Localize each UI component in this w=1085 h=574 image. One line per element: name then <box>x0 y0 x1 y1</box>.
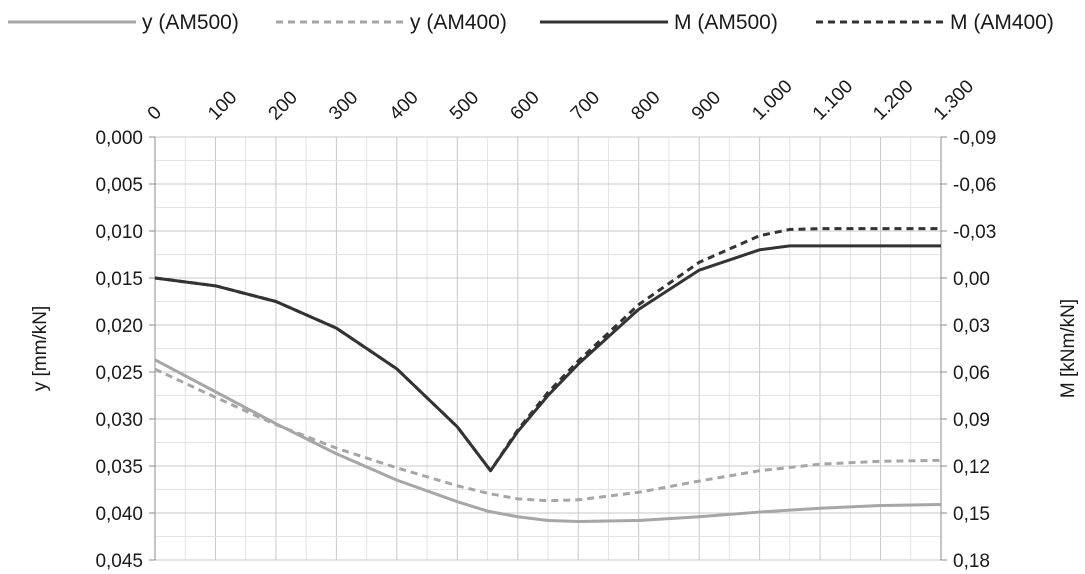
series-line <box>154 227 941 473</box>
x-tick-label: 1.000 <box>748 76 796 124</box>
x-tick-label: 1.100 <box>809 76 857 124</box>
y-tick-label: 0,000 <box>95 128 143 149</box>
y2-axis-title: M [kNm/kN] <box>1058 299 1079 398</box>
y2-tick-label: 0,12 <box>953 457 990 478</box>
y2-tick-label: 0,03 <box>953 316 990 337</box>
series-line <box>154 367 942 503</box>
x-tick-label: 500 <box>446 87 483 124</box>
axis-labels: 0,0000,0050,0100,0150,0200,0250,0300,035… <box>30 76 1079 572</box>
x-tick-label: 1.300 <box>930 76 978 124</box>
gridlines <box>154 136 942 561</box>
y-tick-label: 0,045 <box>95 551 143 572</box>
y2-tick-label: 0,09 <box>953 410 990 431</box>
x-tick-label: 400 <box>386 87 423 124</box>
x-tick-label: 900 <box>688 87 725 124</box>
y-tick-label: 0,010 <box>95 222 143 243</box>
x-tick-label: 200 <box>265 87 302 124</box>
series-lines <box>154 227 942 523</box>
y2-tick-label: 0,18 <box>953 551 990 572</box>
y-axis-title: y [mm/kN] <box>30 306 51 392</box>
x-tick-label: 1.200 <box>869 76 917 124</box>
x-tick-label: 600 <box>506 87 543 124</box>
x-tick-label: 0 <box>144 102 166 124</box>
series-line <box>154 244 941 473</box>
axes <box>149 136 947 561</box>
y2-tick-label: -0,09 <box>953 128 996 149</box>
y-tick-label: 0,025 <box>95 363 143 384</box>
x-tick-label: 800 <box>627 87 664 124</box>
x-tick-label: 300 <box>325 87 362 124</box>
y2-tick-label: -0,06 <box>953 175 996 196</box>
y2-tick-label: 0,00 <box>953 269 990 290</box>
y2-tick-label: 0,06 <box>953 363 990 384</box>
y-tick-label: 0,040 <box>95 504 143 525</box>
x-tick-label: 700 <box>567 87 604 124</box>
y2-tick-label: -0,03 <box>953 222 996 243</box>
legend-label: y (AM400) <box>410 11 507 34</box>
series-line <box>154 358 942 523</box>
legend-label: M (AM400) <box>950 11 1054 34</box>
y-tick-label: 0,020 <box>95 316 143 337</box>
y-tick-label: 0,005 <box>95 175 143 196</box>
y2-tick-label: 0,15 <box>953 504 990 525</box>
legend-label: y (AM500) <box>142 11 239 34</box>
y-tick-label: 0,030 <box>95 410 143 431</box>
y-tick-label: 0,035 <box>95 457 143 478</box>
legend-label: M (AM500) <box>674 11 778 34</box>
x-tick-label: 100 <box>204 87 241 124</box>
legend: y (AM500) y (AM400) M (AM500) M (AM400) <box>8 11 1054 34</box>
y-tick-label: 0,015 <box>95 269 143 290</box>
